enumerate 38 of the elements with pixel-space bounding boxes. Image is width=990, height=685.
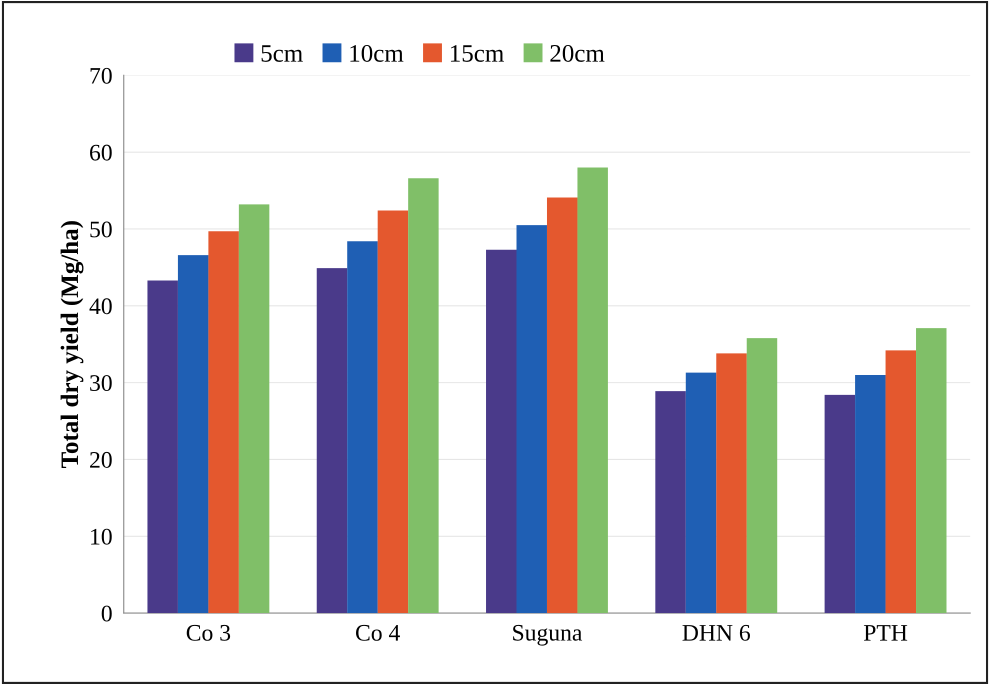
bar [178, 255, 208, 614]
y-tick-label: 30 [90, 375, 112, 392]
bar [855, 374, 886, 614]
y-tick-label: 10 [91, 528, 112, 545]
y-axis-title: Total dry yield (Mg/ha) [60, 221, 84, 468]
y-tick-label: 70 [90, 68, 112, 84]
bar [147, 280, 178, 614]
legend-label: 15cm [450, 45, 504, 62]
bar [824, 394, 856, 614]
bar [238, 204, 270, 614]
legend-label: 5cm [262, 45, 303, 62]
bar [686, 372, 716, 614]
x-tick-label: Co 3 [186, 624, 230, 641]
bar [408, 178, 439, 614]
x-tick-label: Suguna [513, 624, 582, 646]
bar [516, 225, 547, 614]
bar [577, 168, 608, 614]
bar [716, 353, 747, 614]
legend-label: 10cm [350, 44, 404, 62]
legend-label: 20cm [550, 44, 604, 62]
bar [916, 328, 946, 614]
x-tick-label: DHN 6 [682, 624, 750, 641]
bar [746, 338, 778, 614]
bar [655, 391, 686, 614]
x-tick-label: Co 4 [356, 624, 400, 641]
bar [546, 197, 578, 614]
bar [208, 231, 239, 614]
y-tick-label: 60 [90, 144, 112, 161]
x-tick-label: PTH [864, 625, 908, 641]
bar [347, 241, 378, 614]
y-tick-label: 0 [102, 606, 112, 622]
y-tick-label: 50 [90, 221, 112, 238]
bar [378, 210, 408, 614]
bar [486, 250, 517, 614]
y-tick-label: 40 [89, 298, 112, 314]
bar [886, 350, 916, 614]
bar [316, 268, 348, 614]
y-tick-label: 20 [90, 452, 112, 468]
